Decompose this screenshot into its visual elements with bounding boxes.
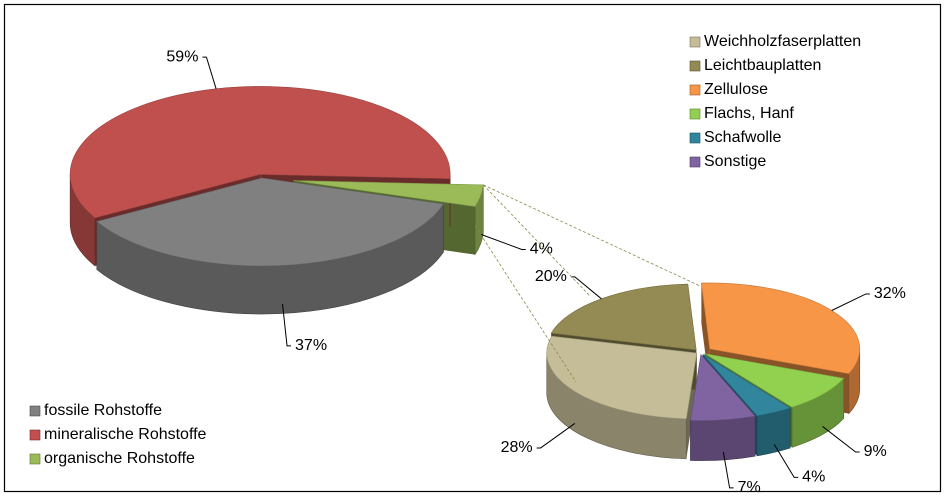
legend-swatch bbox=[689, 36, 701, 48]
data-label: 20% bbox=[535, 268, 567, 285]
data-label: 4% bbox=[802, 469, 825, 486]
slice-side bbox=[690, 415, 756, 461]
leader-line bbox=[831, 293, 870, 311]
legend-swatch bbox=[689, 132, 701, 144]
slice bbox=[550, 283, 697, 351]
legend-swatch bbox=[689, 108, 701, 120]
slice bbox=[96, 177, 445, 267]
legend-label: Schafwolle bbox=[704, 129, 781, 146]
legend-label: mineralische Rohstoffe bbox=[44, 426, 207, 443]
slice bbox=[546, 335, 698, 420]
connector-line bbox=[474, 225, 577, 383]
legend-swatch bbox=[29, 453, 41, 465]
legend-swatch bbox=[689, 156, 701, 168]
data-label: 28% bbox=[501, 439, 533, 456]
legend-swatch bbox=[29, 405, 41, 417]
slice bbox=[702, 354, 791, 417]
connector-line bbox=[482, 184, 591, 297]
legend-swatch bbox=[29, 429, 41, 441]
data-label: 9% bbox=[864, 443, 887, 460]
slice bbox=[704, 353, 845, 408]
leader-line bbox=[282, 303, 292, 347]
legend-swatch bbox=[689, 84, 701, 96]
data-label: 4% bbox=[530, 241, 553, 258]
data-label: 37% bbox=[295, 337, 327, 354]
leader-line bbox=[822, 426, 860, 453]
leader-line bbox=[536, 423, 576, 449]
legend-label: Leichtbauplatten bbox=[704, 57, 821, 74]
legend-label: Weichholzfaserplatten bbox=[704, 33, 861, 50]
legend-label: Sonstige bbox=[704, 153, 766, 170]
legend-label: Flachs, Hanf bbox=[704, 105, 794, 122]
slice bbox=[690, 353, 756, 421]
leader-line bbox=[570, 276, 602, 300]
data-label: 59% bbox=[166, 48, 198, 65]
leader-line bbox=[722, 451, 734, 489]
data-label: 32% bbox=[874, 285, 906, 302]
legend-label: organische Rohstoffe bbox=[44, 450, 195, 467]
data-label: 7% bbox=[738, 479, 761, 496]
leader-line bbox=[202, 56, 217, 89]
leader-line bbox=[480, 233, 526, 251]
leader-line bbox=[773, 444, 799, 478]
legend-label: fossile Rohstoffe bbox=[44, 402, 162, 419]
legend-swatch bbox=[689, 60, 701, 72]
legend-label: Zellulose bbox=[704, 81, 768, 98]
